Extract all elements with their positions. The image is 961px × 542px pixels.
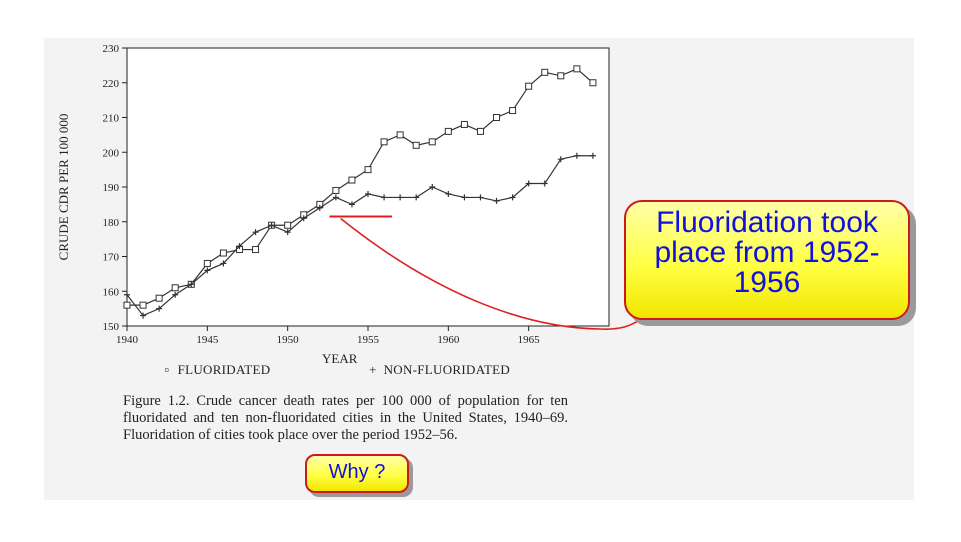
- data-point-non-fluoridated: [252, 229, 259, 236]
- fluoridation-callout: Fluoridation took place from 1952-1956: [624, 200, 910, 320]
- data-point-non-fluoridated: [541, 180, 548, 187]
- y-tick-label: 190: [103, 182, 120, 194]
- data-point-fluoridated: [493, 114, 501, 121]
- data-point-non-fluoridated: [172, 291, 179, 298]
- data-point-non-fluoridated: [573, 152, 580, 159]
- y-axis-label: CRUDE CDR PER 100 000: [56, 114, 71, 261]
- series-line-non-fluoridated: [126, 155, 593, 317]
- why-callout: Why ?: [305, 454, 409, 493]
- y-tick-label: 220: [103, 78, 120, 90]
- legend-fluoridated-label: FLUORIDATED: [177, 362, 271, 377]
- legend-square-marker: ▫: [164, 362, 170, 377]
- data-point-fluoridated: [428, 138, 436, 146]
- data-point-non-fluoridated: [429, 184, 436, 190]
- data-point-fluoridated: [412, 141, 420, 149]
- data-point-fluoridated: [219, 249, 227, 257]
- data-point-non-fluoridated: [268, 222, 275, 229]
- data-point-fluoridated: [509, 107, 517, 115]
- data-point-fluoridated: [123, 301, 131, 309]
- data-point-fluoridated: [203, 259, 211, 267]
- x-axis-label: YEAR: [322, 351, 358, 366]
- data-point-fluoridated: [284, 221, 292, 229]
- data-point-fluoridated: [155, 294, 163, 302]
- data-point-fluoridated: [171, 284, 179, 292]
- legend-non-fluoridated-label: NON-FLUORIDATED: [383, 362, 511, 377]
- y-tick-label: 180: [103, 217, 120, 229]
- data-point-non-fluoridated: [397, 194, 404, 201]
- x-tick-label: 1945: [196, 334, 219, 346]
- data-point-non-fluoridated: [188, 281, 195, 288]
- data-point-fluoridated: [525, 82, 533, 90]
- data-point-fluoridated: [460, 120, 468, 128]
- x-tick-label: 1960: [437, 334, 460, 346]
- y-tick-label: 200: [103, 147, 120, 159]
- data-point-non-fluoridated: [236, 243, 243, 250]
- data-point-non-fluoridated: [284, 229, 291, 236]
- data-point-non-fluoridated: [493, 197, 500, 204]
- data-point-non-fluoridated: [220, 260, 227, 267]
- data-point-fluoridated: [444, 127, 452, 135]
- data-point-non-fluoridated: [124, 291, 130, 298]
- y-tick-label: 210: [103, 113, 120, 125]
- data-point-fluoridated: [541, 68, 549, 76]
- data-point-non-fluoridated: [332, 194, 339, 201]
- data-point-non-fluoridated: [589, 152, 596, 159]
- data-point-non-fluoridated: [413, 194, 420, 201]
- legend-plus-marker: +: [369, 362, 377, 377]
- data-point-non-fluoridated: [381, 194, 388, 201]
- data-point-fluoridated: [396, 131, 404, 139]
- data-point-non-fluoridated: [140, 312, 147, 319]
- data-point-fluoridated: [557, 72, 565, 80]
- data-point-non-fluoridated: [509, 194, 516, 201]
- plot-area: [126, 47, 610, 327]
- data-point-fluoridated: [364, 166, 372, 174]
- data-point-fluoridated: [139, 301, 147, 309]
- data-point-fluoridated: [348, 176, 356, 184]
- x-tick-label: 1940: [116, 334, 139, 346]
- legend-fluoridated: ▫ FLUORIDATED: [160, 362, 271, 378]
- y-tick-label: 150: [103, 321, 120, 333]
- data-point-fluoridated: [252, 246, 260, 254]
- callout-connector: [340, 217, 643, 330]
- data-point-non-fluoridated: [204, 267, 211, 274]
- data-point-non-fluoridated: [461, 194, 468, 201]
- data-point-non-fluoridated: [156, 305, 163, 312]
- x-tick-label: 1955: [357, 334, 380, 346]
- data-point-non-fluoridated: [365, 190, 371, 197]
- legend-non-fluoridated: + NON-FLUORIDATED: [366, 362, 510, 378]
- data-point-non-fluoridated: [316, 204, 323, 211]
- data-point-non-fluoridated: [525, 180, 532, 187]
- x-tick-label: 1965: [518, 334, 541, 346]
- figure-caption: Figure 1.2. Crude cancer death rates per…: [123, 393, 568, 443]
- data-point-non-fluoridated: [300, 215, 307, 222]
- y-tick-label: 160: [103, 286, 120, 298]
- x-tick-label: 1950: [277, 334, 300, 346]
- data-point-non-fluoridated: [477, 194, 484, 201]
- data-point-non-fluoridated: [557, 156, 564, 163]
- data-point-non-fluoridated: [348, 201, 355, 208]
- y-tick-label: 230: [103, 43, 120, 55]
- data-point-fluoridated: [476, 127, 484, 135]
- y-tick-label: 170: [103, 252, 120, 264]
- data-point-non-fluoridated: [445, 190, 452, 197]
- data-point-fluoridated: [589, 79, 597, 87]
- data-point-fluoridated: [332, 186, 340, 194]
- data-point-fluoridated: [573, 65, 581, 73]
- data-point-fluoridated: [380, 138, 388, 146]
